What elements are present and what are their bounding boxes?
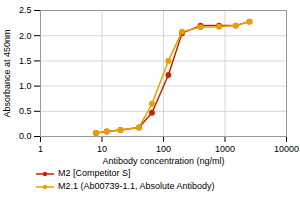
- svg-text:2.5: 2.5: [19, 5, 32, 15]
- svg-text:1.0: 1.0: [19, 81, 32, 91]
- svg-text:1: 1: [38, 144, 43, 154]
- svg-text:0.5: 0.5: [19, 106, 32, 116]
- svg-text:1000: 1000: [215, 144, 235, 154]
- svg-text:10000: 10000: [274, 144, 299, 154]
- svg-text:10: 10: [97, 144, 107, 154]
- svg-text:2.0: 2.0: [19, 31, 32, 41]
- html-text:M2 [Competitor S]: M2 [Competitor S]: [58, 168, 131, 178]
- svg-text:Absorbance at 450nm: Absorbance at 450nm: [2, 29, 12, 117]
- svg-text:Antibody concentration (ng/ml): Antibody concentration (ng/ml): [102, 156, 224, 166]
- svg-text:0.0: 0.0: [19, 131, 32, 141]
- svg-text:1.5: 1.5: [19, 56, 32, 66]
- html-text:M2.1 (Ab00739-1.1, Absolute An: M2.1 (Ab00739-1.1, Absolute Antibody): [58, 181, 215, 191]
- svg-text:100: 100: [156, 144, 171, 154]
